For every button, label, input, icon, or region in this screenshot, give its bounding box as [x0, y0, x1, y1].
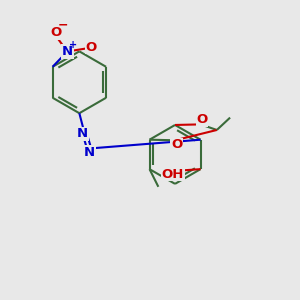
- Text: OH: OH: [162, 168, 184, 181]
- Text: O: O: [85, 40, 97, 54]
- Text: O: O: [171, 138, 182, 151]
- Text: O: O: [196, 113, 208, 127]
- Text: N: N: [77, 127, 88, 140]
- Text: O: O: [50, 26, 62, 39]
- Text: N: N: [62, 45, 73, 58]
- Text: N: N: [84, 146, 95, 159]
- Text: −: −: [57, 19, 68, 32]
- Text: +: +: [68, 40, 76, 50]
